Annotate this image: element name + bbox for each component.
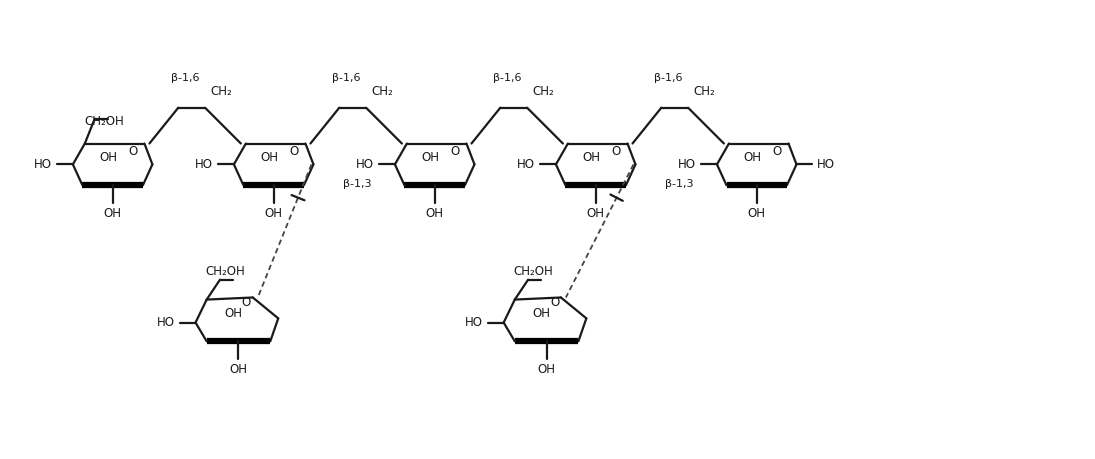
Text: HO: HO bbox=[157, 316, 175, 329]
Text: β-1,3: β-1,3 bbox=[666, 179, 694, 189]
Text: CH₂OH: CH₂OH bbox=[514, 265, 553, 278]
Text: β-1,3: β-1,3 bbox=[343, 179, 371, 189]
Text: O: O bbox=[612, 146, 621, 158]
Text: CH₂OH: CH₂OH bbox=[205, 265, 245, 278]
Text: HO: HO bbox=[195, 158, 214, 171]
Text: O: O bbox=[290, 146, 299, 158]
Text: OH: OH bbox=[261, 151, 279, 164]
Text: OH: OH bbox=[100, 151, 117, 164]
Text: HO: HO bbox=[678, 158, 696, 171]
Text: β-1,6: β-1,6 bbox=[332, 73, 360, 83]
Text: OH: OH bbox=[583, 151, 601, 164]
Text: OH: OH bbox=[230, 363, 247, 375]
Text: HO: HO bbox=[465, 316, 483, 329]
Text: OH: OH bbox=[422, 151, 440, 164]
Text: CH₂OH: CH₂OH bbox=[84, 115, 125, 128]
Text: OH: OH bbox=[587, 207, 604, 219]
Text: HO: HO bbox=[356, 158, 374, 171]
Text: CH₂: CH₂ bbox=[371, 85, 393, 98]
Text: β-1,6: β-1,6 bbox=[171, 73, 199, 83]
Text: OH: OH bbox=[748, 207, 765, 219]
Text: β-1,6: β-1,6 bbox=[654, 73, 682, 83]
Text: HO: HO bbox=[517, 158, 535, 171]
Text: β-1,6: β-1,6 bbox=[493, 73, 521, 83]
Text: CH₂: CH₂ bbox=[693, 85, 715, 98]
Text: O: O bbox=[550, 297, 560, 309]
Text: OH: OH bbox=[532, 307, 550, 320]
Text: OH: OH bbox=[265, 207, 283, 219]
Text: CH₂: CH₂ bbox=[532, 85, 554, 98]
Text: O: O bbox=[451, 146, 460, 158]
Text: O: O bbox=[773, 146, 782, 158]
Text: OH: OH bbox=[426, 207, 443, 219]
Text: CH₂: CH₂ bbox=[210, 85, 232, 98]
Text: OH: OH bbox=[744, 151, 762, 164]
Text: HO: HO bbox=[34, 158, 53, 171]
Text: OH: OH bbox=[104, 207, 122, 219]
Text: OH: OH bbox=[223, 307, 242, 320]
Text: OH: OH bbox=[538, 363, 555, 375]
Text: HO: HO bbox=[817, 158, 835, 171]
Text: O: O bbox=[242, 297, 251, 309]
Text: O: O bbox=[129, 146, 138, 158]
